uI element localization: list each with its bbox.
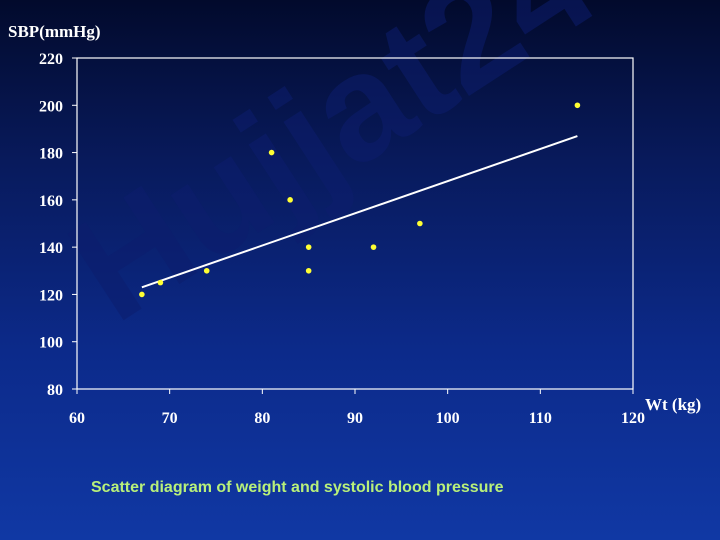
y-tick-label: 160: [39, 193, 63, 210]
data-point: [157, 279, 164, 286]
y-tick-label: 120: [39, 287, 63, 304]
data-point: [268, 149, 275, 156]
x-tick-label: 90: [347, 410, 363, 427]
data-point: [287, 197, 293, 203]
y-tick-label: 180: [39, 146, 63, 163]
y-tick-label: 80: [47, 382, 63, 399]
data-point: [417, 220, 423, 227]
data-point: [370, 244, 377, 250]
plot-area-frame: [76, 57, 634, 390]
y-tick-label: 100: [39, 335, 63, 352]
data-point: [305, 244, 312, 250]
x-tick-label: 110: [529, 410, 552, 427]
x-tick-label: 80: [254, 410, 270, 427]
x-tick-label: 70: [162, 410, 178, 427]
data-point: [139, 291, 145, 298]
y-tick-label: 200: [39, 98, 63, 115]
data-point: [203, 267, 210, 274]
trend-line: [141, 135, 578, 289]
data-point: [305, 267, 312, 274]
x-tick-label: 100: [436, 410, 460, 427]
y-tick-label: 140: [39, 240, 63, 257]
x-tick-label: 120: [621, 410, 645, 427]
x-tick-label: 60: [69, 410, 85, 427]
y-axis-label: SBP(mmHg): [8, 22, 101, 41]
chart-caption: Scatter diagram of weight and systolic b…: [91, 479, 504, 496]
x-axis-label: Wt (kg): [645, 395, 701, 414]
data-point: [574, 102, 581, 109]
y-tick-label: 220: [39, 51, 63, 68]
